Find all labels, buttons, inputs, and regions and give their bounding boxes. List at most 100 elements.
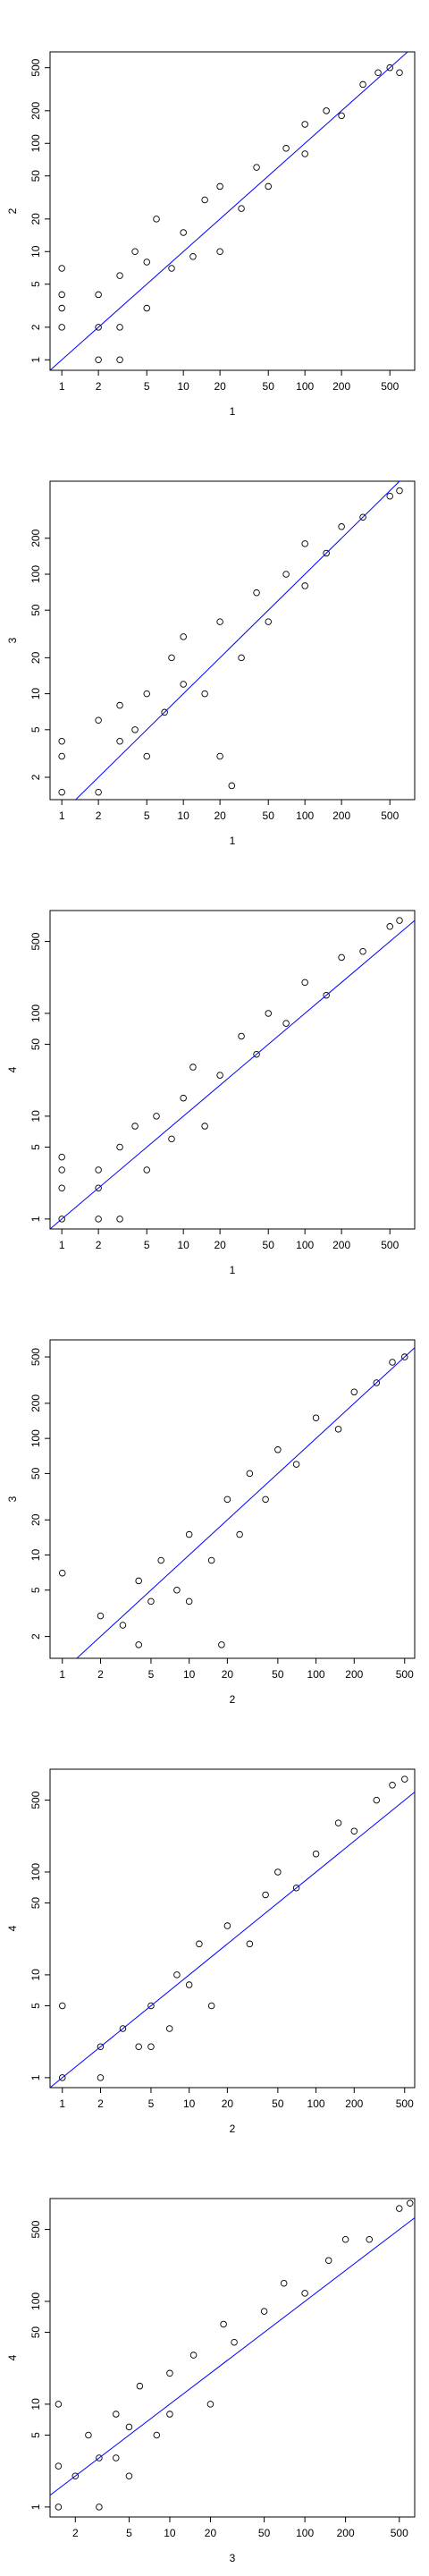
point: [350, 1827, 358, 1835]
point: [143, 258, 150, 266]
point: [301, 150, 308, 157]
point: [260, 2308, 268, 2315]
point: [238, 205, 245, 212]
point: [116, 356, 123, 364]
x-tick-label: 20: [214, 1239, 226, 1251]
x-tick-label: 20: [205, 2527, 217, 2539]
point: [143, 752, 150, 760]
point: [220, 2320, 227, 2328]
y-axis-title: 4: [6, 1066, 19, 1072]
x-axis-title: 2: [230, 2123, 236, 2135]
x-tick-label: 1: [59, 2097, 65, 2110]
point: [265, 1010, 272, 1017]
point: [216, 248, 223, 256]
point: [350, 1388, 358, 1396]
point: [338, 112, 345, 120]
point: [58, 752, 65, 760]
point: [216, 182, 223, 191]
point: [165, 2025, 173, 2032]
reference-line: [50, 919, 415, 1229]
x-tick-label: 10: [183, 2097, 196, 2110]
point: [216, 1072, 223, 1079]
point: [324, 2257, 332, 2264]
point: [153, 1113, 160, 1120]
y-tick-label: 10: [29, 2398, 42, 2411]
point: [359, 947, 366, 955]
plot-frame: [49, 51, 416, 371]
points: [59, 1347, 415, 1658]
point: [301, 2290, 308, 2297]
y-tick-label: 500: [29, 1348, 42, 1366]
point: [373, 1379, 381, 1386]
x-tick-label: 1: [59, 380, 65, 393]
point: [116, 272, 123, 279]
point: [113, 2454, 120, 2462]
point: [135, 2043, 142, 2051]
point: [323, 107, 330, 114]
point: [238, 1032, 245, 1040]
y-tick-label: 200: [29, 529, 42, 547]
points: [50, 52, 408, 370]
point: [359, 513, 366, 521]
point: [95, 788, 102, 796]
scatter-panel: 2 5 10 20 50 100 200 500 1 5 10 50 100 500 3 4: [6, 2198, 416, 2564]
y-tick-label: 50: [29, 1467, 42, 1479]
y-tick-label: 2: [29, 324, 42, 330]
point: [274, 1868, 282, 1876]
point: [223, 1496, 231, 1504]
point: [55, 2401, 63, 2408]
plot-frame: [49, 2198, 416, 2518]
point: [189, 1063, 197, 1071]
y-tick-label: 1: [29, 357, 42, 363]
point: [389, 1782, 396, 1789]
x-tick-label: 5: [144, 1239, 150, 1251]
y-tick-label: 10: [29, 1110, 42, 1123]
x-tick-label: 500: [396, 1668, 414, 1681]
x-tick-label: 50: [263, 380, 275, 393]
x-tick-label: 500: [381, 809, 399, 822]
point: [131, 1123, 139, 1130]
x-tick-label: 20: [222, 1668, 234, 1681]
point: [274, 1446, 282, 1453]
reference-line: [76, 1347, 415, 1658]
point: [396, 69, 403, 76]
point: [386, 64, 393, 72]
point: [125, 2472, 133, 2480]
point: [153, 216, 160, 223]
x-tick-label: 100: [296, 2527, 314, 2539]
scatter-panel: 1 2 5 10 20 50 100 200 500 1 5 10 50 100 500 1 4: [6, 910, 416, 1276]
x-axis-title: 3: [230, 2552, 236, 2564]
point: [95, 1216, 102, 1223]
point: [216, 752, 223, 760]
y-tick-label: 100: [29, 1863, 42, 1881]
point: [338, 953, 345, 962]
point: [58, 324, 65, 331]
point: [265, 182, 272, 191]
x-tick-label: 10: [183, 1668, 196, 1681]
point: [180, 1094, 187, 1102]
x-tick-label: 500: [396, 2097, 414, 2110]
point: [207, 2002, 215, 2010]
point: [125, 2423, 133, 2431]
point: [366, 2235, 373, 2243]
y-axis-title: 3: [6, 1496, 19, 1502]
point: [282, 145, 290, 152]
point: [58, 1184, 65, 1192]
point: [236, 1530, 243, 1538]
point: [131, 726, 139, 733]
y-tick-label: 1: [29, 2504, 42, 2510]
y-tick-label: 50: [29, 1897, 42, 1910]
x-tick-label: 50: [263, 809, 275, 822]
scatter-panel: 1 2 5 10 20 50 100 200 500 1 5 10 50 100 500 2 4: [6, 1768, 416, 2135]
point: [185, 1597, 193, 1606]
point: [95, 1184, 102, 1192]
point: [373, 1796, 381, 1804]
x-tick-label: 2: [97, 2097, 104, 2110]
y-tick-label: 100: [29, 134, 42, 152]
point: [265, 618, 272, 625]
point: [238, 654, 245, 662]
point: [280, 2279, 288, 2287]
y-axis-title: 4: [6, 1925, 19, 1931]
